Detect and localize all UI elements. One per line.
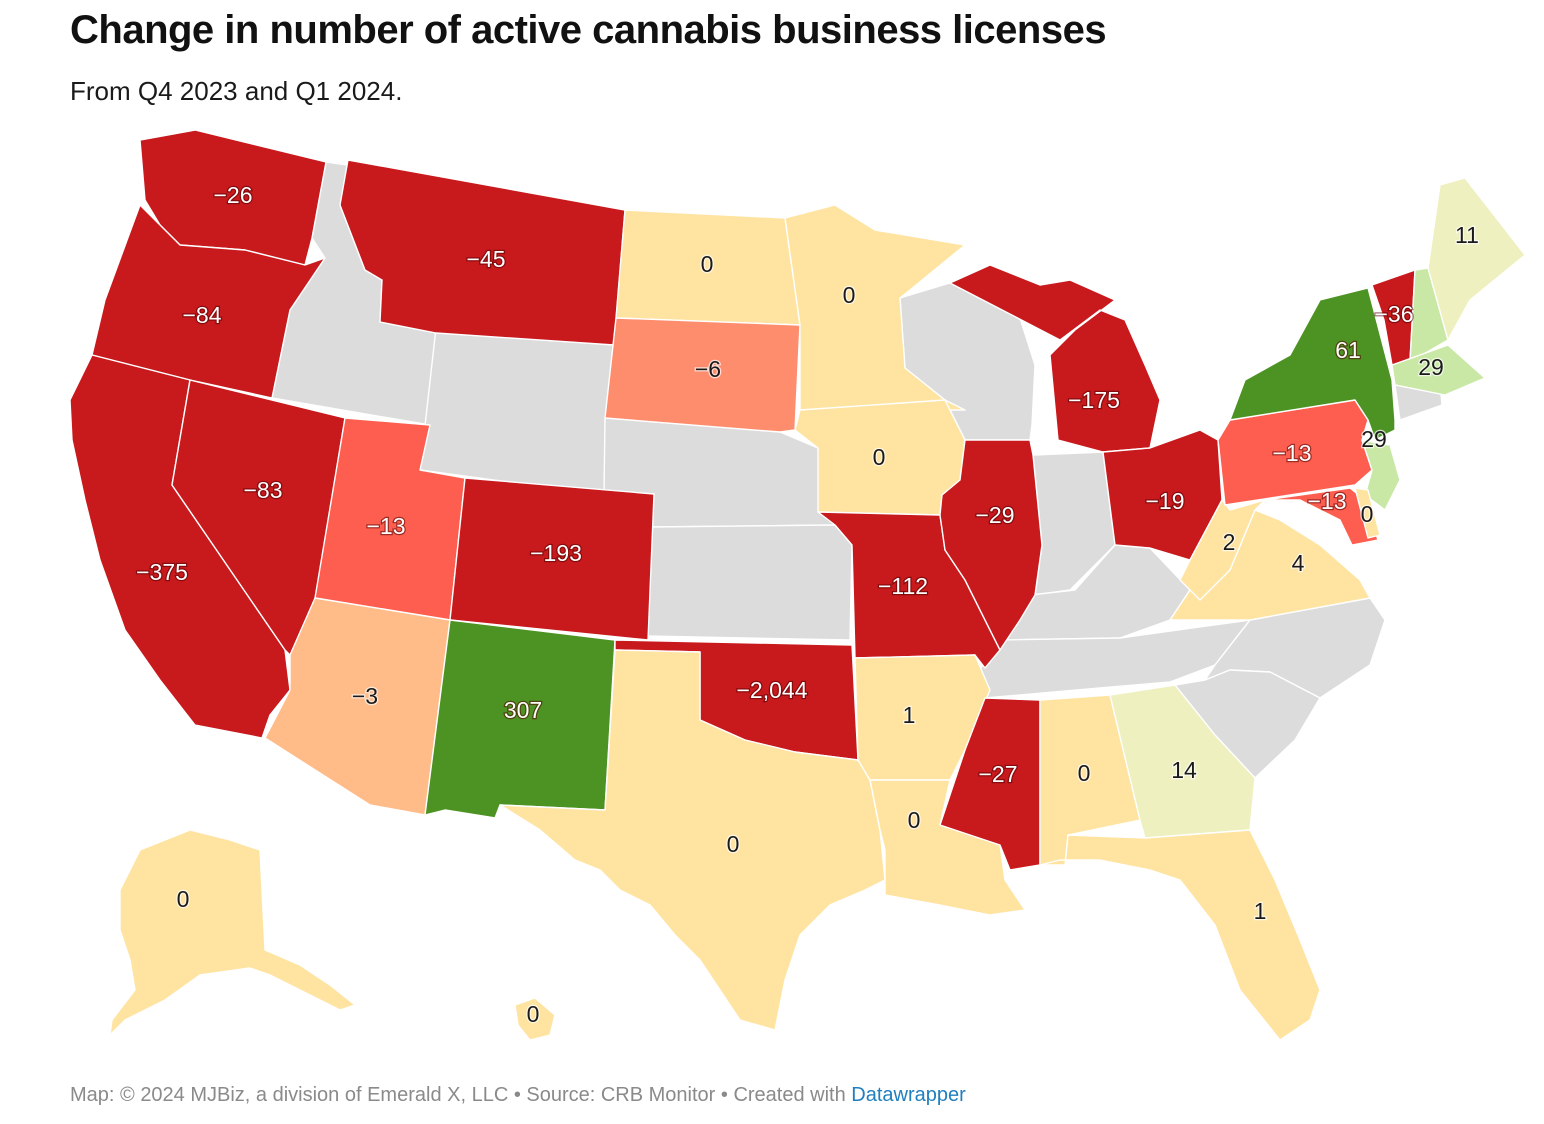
state-label-de: 0 xyxy=(1361,501,1374,527)
state-de[interactable] xyxy=(1354,487,1381,539)
footer-credit: Map: © 2024 MJBiz, a division of Emerald… xyxy=(70,1084,852,1106)
state-mi[interactable] xyxy=(949,264,1161,453)
state-label-ga: 14 xyxy=(1171,757,1197,783)
state-sd[interactable] xyxy=(604,317,801,433)
state-label-me: 11 xyxy=(1455,222,1479,248)
state-label-nj: 29 xyxy=(1361,426,1387,452)
state-label-mt: −45 xyxy=(466,246,505,272)
state-ks[interactable] xyxy=(644,524,853,641)
state-label-or: −84 xyxy=(182,302,221,328)
state-la[interactable] xyxy=(869,779,1026,916)
state-label-la: 0 xyxy=(908,807,921,833)
state-hi[interactable] xyxy=(514,997,556,1041)
state-ak[interactable] xyxy=(109,829,356,1036)
state-il[interactable] xyxy=(939,439,1043,651)
state-me[interactable] xyxy=(1427,177,1526,341)
state-label-mo: −112 xyxy=(878,573,928,599)
datawrapper-link[interactable]: Datawrapper xyxy=(851,1084,966,1106)
labels-layer: −26 −84 −375 −83 −45 −13 −3 −193 307 0 −6 −2,044 0 0 0… xyxy=(135,181,1480,1029)
state-label-mi: −175 xyxy=(1068,387,1120,413)
state-label-wa: −26 xyxy=(213,182,252,208)
state-or[interactable] xyxy=(91,204,326,399)
map-title: Change in number of active cannabis busi… xyxy=(70,8,1107,52)
state-label-ma: 29 xyxy=(1418,354,1444,380)
state-ny[interactable] xyxy=(1229,287,1396,441)
state-label-ny: 61 xyxy=(1335,337,1361,363)
state-label-nm: 307 xyxy=(504,697,542,723)
state-label-tx: 0 xyxy=(727,831,740,857)
map-footer: Map: © 2024 MJBiz, a division of Emerald… xyxy=(70,1084,966,1107)
state-nj[interactable] xyxy=(1361,439,1401,511)
state-label-fl: 1 xyxy=(1254,898,1267,924)
state-md[interactable] xyxy=(1264,487,1379,546)
state-label-ia: 0 xyxy=(873,444,886,470)
state-label-vt: −36 xyxy=(1374,301,1413,327)
state-label-al: 0 xyxy=(1078,760,1091,786)
state-label-ar: 1 xyxy=(903,702,916,728)
state-label-ca: −375 xyxy=(136,559,188,585)
state-label-md: −13 xyxy=(1307,488,1346,514)
state-label-ok: −2,044 xyxy=(737,677,808,703)
state-label-ms: −27 xyxy=(978,761,1017,787)
state-label-ut: −13 xyxy=(366,513,405,539)
state-ma[interactable] xyxy=(1391,344,1486,396)
state-fl[interactable] xyxy=(1039,829,1321,1041)
state-mn[interactable] xyxy=(784,204,966,411)
state-label-pa: −13 xyxy=(1272,440,1311,466)
state-label-co: −193 xyxy=(530,540,582,566)
state-label-mn: 0 xyxy=(843,282,856,308)
state-wy[interactable] xyxy=(419,327,615,496)
state-label-oh: −19 xyxy=(1145,488,1184,514)
state-tx[interactable] xyxy=(499,649,886,1031)
state-label-ak: 0 xyxy=(177,886,190,912)
map-subtitle: From Q4 2023 and Q1 2024. xyxy=(70,76,403,106)
state-label-az: −3 xyxy=(352,683,378,709)
state-label-va: 4 xyxy=(1292,550,1305,576)
states-layer xyxy=(69,129,1526,1041)
state-ar[interactable] xyxy=(854,654,991,781)
state-label-nd: 0 xyxy=(701,251,714,277)
state-label-sd: −6 xyxy=(695,356,721,382)
state-label-il: −29 xyxy=(975,502,1014,528)
state-label-nv: −83 xyxy=(243,477,282,503)
state-ga[interactable] xyxy=(1109,684,1256,839)
state-label-hi: 0 xyxy=(527,1001,540,1027)
state-label-wv: 2 xyxy=(1223,529,1236,555)
